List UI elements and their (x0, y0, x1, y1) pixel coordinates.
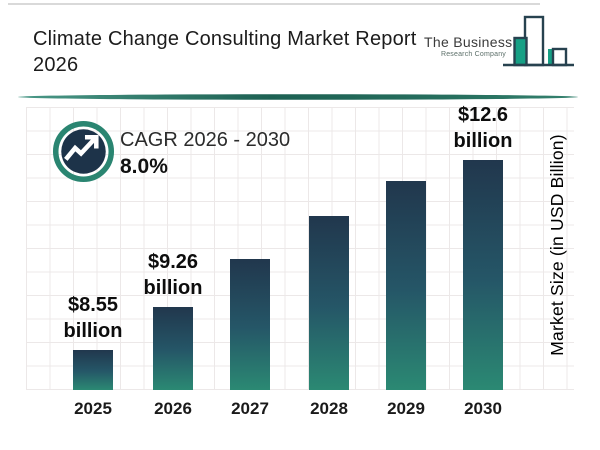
page-title: Climate Change Consulting Market Report … (33, 28, 417, 77)
x-tick-label-2025: 2025 (74, 399, 112, 418)
cagr-badge: CAGR 2026 - 2030 8.0% (52, 120, 312, 190)
bar-2026 (153, 307, 193, 390)
bar-2029 (386, 181, 426, 390)
company-logo-tagline: Research Company (440, 51, 506, 58)
trending-up-icon (52, 120, 115, 188)
bar-chart-logo-icon (502, 12, 576, 77)
x-tick-label-2027: 2027 (231, 399, 269, 418)
value-label-2025: $8.55 billion (63, 294, 123, 342)
x-tick-label-2030: 2030 (464, 399, 502, 418)
company-logo-text: The Business Research Company (424, 34, 513, 58)
top-divider-rule (8, 3, 540, 5)
bar-2027 (230, 259, 270, 390)
cagr-label: CAGR 2026 - 2030 (120, 129, 291, 151)
cagr-value: 8.0% (120, 155, 168, 178)
x-tick-label-2029: 2029 (387, 399, 425, 418)
value-label-2030: $12.6 billion (453, 104, 513, 152)
bar-2025 (73, 350, 113, 390)
company-logo: The Business Research Company (424, 10, 584, 74)
value-label-2026: $9.26 billion (143, 251, 203, 299)
y-axis-label: Market Size (in USD Billion) (547, 134, 567, 356)
x-tick-label-2028: 2028 (310, 399, 348, 418)
company-logo-name: The Business (424, 34, 513, 50)
teal-divider (18, 94, 578, 100)
bar-2030 (463, 160, 503, 390)
x-tick-label-2026: 2026 (154, 399, 192, 418)
bar-2028 (309, 216, 349, 390)
